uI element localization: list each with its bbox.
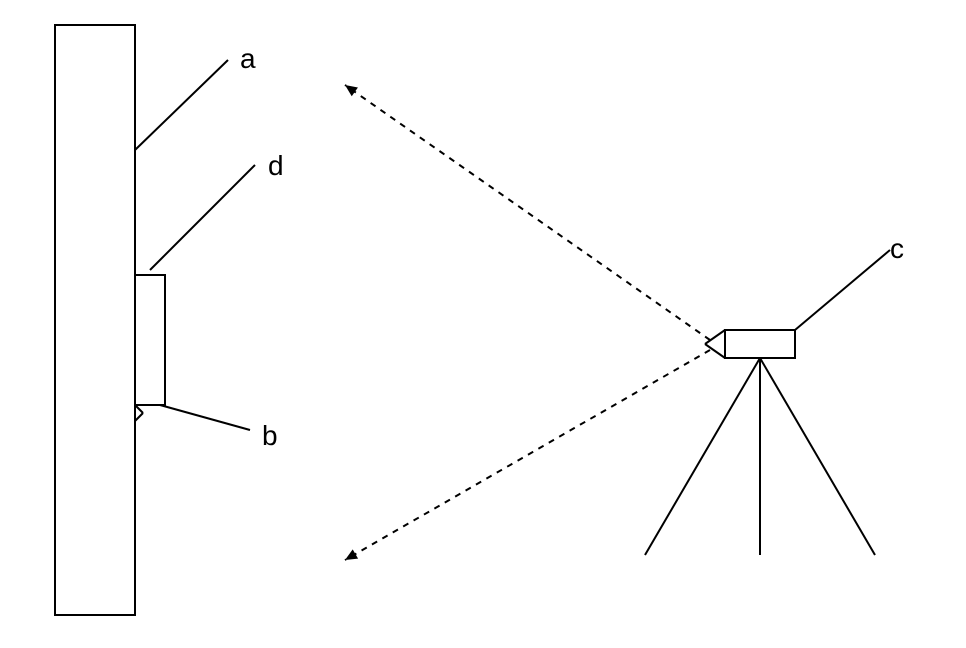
leader-c: [795, 250, 890, 330]
tripod-leg-right: [760, 358, 875, 555]
plate-bracket-1: [135, 405, 143, 413]
label-c: c: [890, 233, 904, 264]
arrowhead-upper: [345, 85, 358, 96]
leader-d: [150, 165, 255, 270]
tripod-leg-left: [645, 358, 760, 555]
plate-rect: [135, 275, 165, 405]
label-d: d: [268, 150, 284, 181]
camera-rect: [725, 330, 795, 358]
label-b: b: [262, 420, 278, 451]
camera-lens-top: [705, 330, 725, 344]
plate-bracket-2: [135, 413, 143, 421]
wall-rect: [55, 25, 135, 615]
fov-upper: [345, 85, 710, 340]
diagram-canvas: a d b c: [0, 0, 966, 648]
leader-a: [135, 60, 228, 150]
leader-b: [160, 405, 250, 430]
label-a: a: [240, 43, 256, 74]
fov-lower: [345, 350, 710, 560]
